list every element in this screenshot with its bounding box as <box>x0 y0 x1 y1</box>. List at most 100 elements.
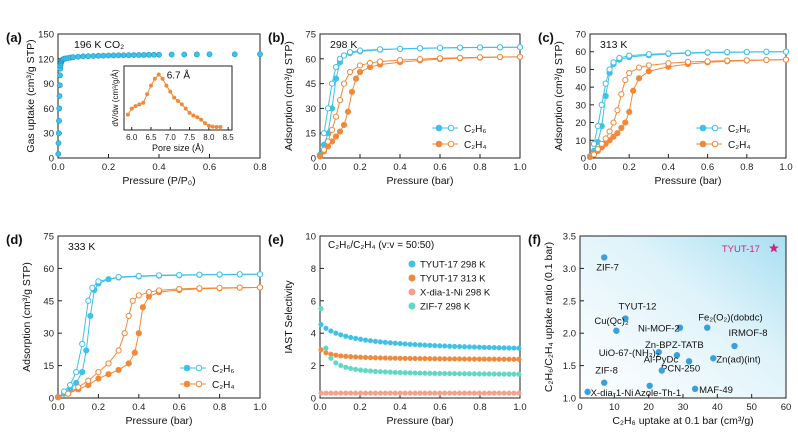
c2h6-desorption-point <box>176 271 183 278</box>
panel-e: 0.0 0.2 0.4 0.6 0.8 1.0 0 2 4 6 8 10 Pressure (bar) I… <box>268 232 527 428</box>
c2h6-desorption-point <box>782 48 790 55</box>
panel-f: 0 10 20 30 40 50 60 1.0 1.5 2.0 2.5 3.0 3.5 C₂H₆ upta… <box>528 232 791 428</box>
inset-point <box>129 106 134 111</box>
inset-y-label: dV/dw (cm³/g/Å) <box>111 69 120 127</box>
legend-marker-filled <box>699 124 707 132</box>
c2h6-desorption-point <box>256 271 264 278</box>
inset-point <box>214 125 219 130</box>
selectivity-point <box>318 347 324 353</box>
selectivity-point <box>427 370 433 376</box>
legend-label: C₂H₆ <box>728 124 750 135</box>
x-tick-label: 0.4 <box>393 402 406 413</box>
selectivity-point <box>387 369 393 375</box>
co2-point <box>55 140 62 147</box>
panel-label: (a) <box>6 30 22 45</box>
selectivity-point <box>501 345 507 351</box>
inset-x-tick-label: 8.0 <box>203 133 215 142</box>
legend-label: ZIF-7 298 K <box>420 302 471 313</box>
selectivity-point <box>461 344 468 350</box>
selectivity-point <box>353 366 359 372</box>
co2-point <box>75 53 82 60</box>
c2h6-desorption-point <box>324 105 332 112</box>
selectivity-point <box>362 337 369 343</box>
y-axis-label: Gas uptake (cm³/g STP) <box>25 39 37 152</box>
point-label: IRMOF-8 <box>729 328 768 339</box>
c2h6-desorption-point <box>665 50 672 57</box>
selectivity-point <box>476 344 482 350</box>
co2-point <box>156 51 162 58</box>
x-tick-label: 0.6 <box>203 162 216 173</box>
c2h6-desorption-point <box>356 47 364 54</box>
selectivity-point <box>382 355 388 361</box>
selectivity-point <box>516 390 522 396</box>
c2h4-desorption-point <box>724 57 731 64</box>
c2h6-desorption-point <box>606 66 613 73</box>
co2-point <box>145 51 152 58</box>
selectivity-point <box>343 353 349 359</box>
selectivity-point <box>328 355 334 361</box>
co2-point <box>193 51 200 58</box>
co2-point <box>56 105 63 112</box>
plot-frame <box>319 235 521 399</box>
legend-marker-open <box>447 140 455 148</box>
selectivity-point <box>412 341 418 348</box>
data-point <box>584 388 591 396</box>
selectivity-point <box>511 345 517 351</box>
x-tick-label: 10 <box>609 402 620 413</box>
data-point <box>658 367 665 374</box>
y-tick-label: 0 <box>311 394 316 405</box>
x-tick-label: 1.0 <box>513 162 526 173</box>
c2h4-desorption-point <box>598 140 605 147</box>
selectivity-point <box>407 390 413 396</box>
c2h4-desorption-point <box>75 384 82 391</box>
c2h6-desorption-point <box>763 48 770 55</box>
selectivity-point <box>516 371 522 377</box>
data-point <box>691 385 699 393</box>
plot-frame <box>57 235 261 399</box>
y-tick-label: 50 <box>575 65 586 76</box>
c2h4-adsorption-point <box>316 153 324 160</box>
c2h6-desorption-point <box>320 130 328 137</box>
x-tick-label: 0.4 <box>132 402 145 413</box>
selectivity-point <box>506 356 512 362</box>
y-tick-label: 3.5 <box>563 232 576 243</box>
c2h4-desorption-point <box>346 68 354 76</box>
selectivity-point <box>323 325 329 331</box>
x-tick-label: 0.6 <box>433 162 446 173</box>
x-tick-label: 1.0 <box>253 402 266 413</box>
point-label: Al-PyDc <box>644 354 679 365</box>
c2h4-desorption-point <box>366 59 374 67</box>
c2h6-desorption-point <box>594 123 601 130</box>
data-point <box>704 324 711 331</box>
y-tick-label: 0 <box>49 154 54 165</box>
panel-label: (e) <box>268 232 284 247</box>
c2h4-desorption-point <box>602 135 609 142</box>
x-tick-label: 0.2 <box>353 402 366 413</box>
c2h6-desorption-point <box>598 101 605 108</box>
x-tick-label: 0.0 <box>51 162 64 173</box>
x-tick-label: 0.2 <box>623 162 636 173</box>
co2-point <box>206 51 213 58</box>
selectivity-point <box>417 390 423 396</box>
selectivity-point <box>447 356 453 362</box>
legend-marker-filled <box>183 364 191 372</box>
c2h6-desorption-point <box>196 271 203 278</box>
selectivity-point <box>333 330 339 336</box>
panel-label: (d) <box>6 232 23 247</box>
legend-label: C₂H₆ <box>212 364 234 375</box>
selectivity-point <box>506 345 512 351</box>
co2-point <box>90 53 97 59</box>
x-tick-label: 0.2 <box>92 402 105 413</box>
c2h4-desorption-point <box>155 287 163 294</box>
selectivity-point <box>447 390 453 396</box>
selectivity-point <box>362 390 369 396</box>
selectivity-point <box>417 370 423 376</box>
selectivity-point <box>318 306 324 312</box>
co2-point <box>80 53 87 60</box>
c2h4-desorption-point <box>782 56 790 63</box>
point-label: TYUT-17 <box>722 244 760 255</box>
x-axis-label: Pressure (bar) <box>654 175 721 187</box>
selectivity-point <box>496 371 502 377</box>
co2-point <box>95 52 102 59</box>
c2h6-desorption-point <box>704 49 711 56</box>
